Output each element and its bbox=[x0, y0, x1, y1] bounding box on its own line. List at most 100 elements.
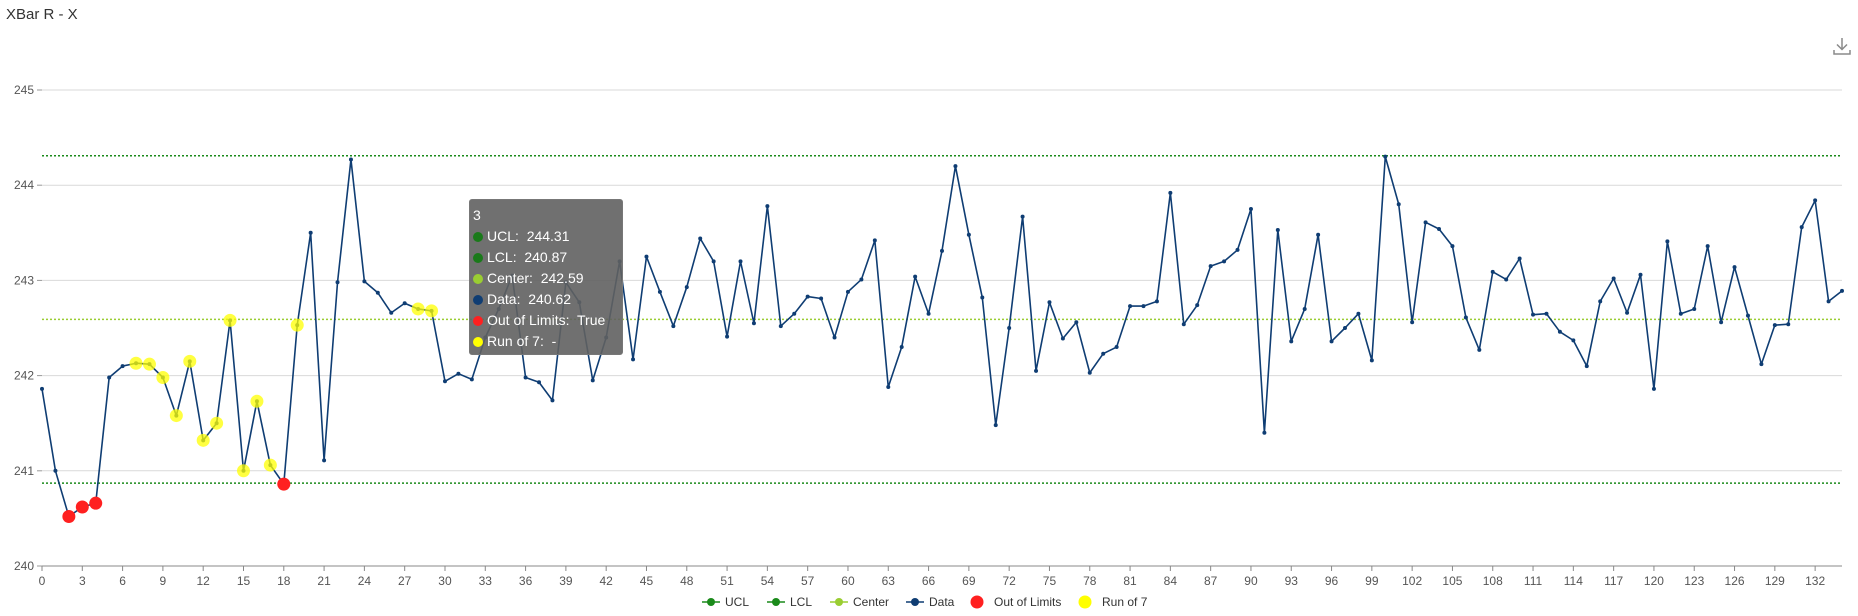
data-point bbox=[1060, 336, 1065, 341]
data-point bbox=[913, 274, 918, 279]
legend-swatch-dot bbox=[835, 598, 843, 606]
x-tick-label: 57 bbox=[801, 574, 815, 588]
x-tick-label: 120 bbox=[1644, 574, 1664, 588]
data-point bbox=[1477, 347, 1482, 352]
data-point bbox=[1423, 220, 1428, 225]
x-tick-label: 54 bbox=[761, 574, 775, 588]
data-point bbox=[940, 248, 944, 253]
x-tick-label: 78 bbox=[1083, 574, 1097, 588]
data-point bbox=[1772, 323, 1777, 328]
x-tick-label: 72 bbox=[1002, 574, 1016, 588]
data-point bbox=[765, 204, 770, 209]
data-point bbox=[1504, 277, 1509, 282]
data-point bbox=[1208, 264, 1213, 269]
legend-label: Center bbox=[853, 595, 889, 609]
data-point bbox=[53, 468, 58, 473]
data-point bbox=[1168, 190, 1173, 195]
legend-item-out-of-limits[interactable]: Out of Limits bbox=[970, 595, 1062, 609]
data-point bbox=[1692, 306, 1697, 311]
data-point bbox=[402, 301, 407, 306]
tooltip-dot-ucl bbox=[473, 232, 483, 242]
x-tick-label: 30 bbox=[438, 574, 452, 588]
legend-label: Run of 7 bbox=[1102, 595, 1148, 609]
data-point bbox=[1598, 299, 1603, 304]
data-point bbox=[375, 290, 380, 295]
data-point bbox=[1557, 329, 1562, 334]
data-point bbox=[40, 386, 44, 391]
data-point bbox=[322, 458, 327, 463]
legend-item-center[interactable]: Center bbox=[830, 595, 889, 609]
data-point bbox=[1786, 322, 1791, 327]
tooltip-label: LCL bbox=[487, 249, 513, 265]
x-tick-label: 63 bbox=[882, 574, 896, 588]
run-of-7-marker bbox=[142, 357, 156, 371]
data-point bbox=[1840, 288, 1844, 293]
tooltip-title: 3 bbox=[473, 207, 481, 223]
x-tick-label: 126 bbox=[1725, 574, 1745, 588]
legend-label: LCL bbox=[790, 595, 812, 609]
y-tick-label: 245 bbox=[14, 83, 34, 97]
legend-item-ucl[interactable]: UCL bbox=[702, 595, 749, 609]
data-point bbox=[335, 280, 340, 285]
limit-layer bbox=[42, 154, 1842, 484]
tooltip-row-ucl: UCL: 244.31 bbox=[473, 226, 622, 247]
grid-layer bbox=[42, 89, 1842, 472]
data-point bbox=[348, 157, 353, 162]
data-point bbox=[1799, 225, 1804, 230]
data-point bbox=[1463, 315, 1468, 320]
x-tick-label: 84 bbox=[1164, 574, 1178, 588]
tooltip-dot-out-of-limits bbox=[473, 316, 483, 326]
download-icon[interactable] bbox=[1832, 36, 1852, 56]
legend[interactable]: UCL LCL Center Data Out of Limits Run of 7 bbox=[702, 595, 1148, 609]
y-tick-label: 241 bbox=[14, 464, 34, 478]
tooltip-dot-run-of-7 bbox=[473, 337, 483, 347]
run-of-7-marker bbox=[196, 433, 210, 447]
run-of-7-marker bbox=[129, 356, 143, 370]
data-point bbox=[1396, 202, 1401, 207]
data-point bbox=[805, 294, 810, 299]
run-of-7-marker bbox=[183, 354, 197, 368]
data-point bbox=[1074, 320, 1079, 325]
data-point bbox=[1678, 311, 1683, 316]
data-point bbox=[308, 230, 313, 235]
run-of-7-marker bbox=[223, 313, 237, 327]
data-point bbox=[1826, 299, 1831, 304]
legend-swatch-dot bbox=[911, 598, 919, 606]
run-of-7-marker bbox=[156, 371, 170, 385]
data-point bbox=[725, 334, 730, 339]
data-point bbox=[832, 335, 837, 340]
data-point bbox=[1356, 311, 1361, 316]
legend-item-run-of-7[interactable]: Run of 7 bbox=[1078, 595, 1148, 609]
data-point bbox=[1732, 265, 1737, 270]
tooltip-label: Out of Limits bbox=[487, 312, 566, 328]
data-point bbox=[1128, 304, 1133, 309]
data-point bbox=[684, 285, 689, 290]
x-tick-label: 6 bbox=[119, 574, 126, 588]
data-point bbox=[1369, 358, 1374, 363]
x-tick-label: 117 bbox=[1604, 574, 1623, 588]
x-tick-label: 105 bbox=[1442, 574, 1462, 588]
data-point bbox=[819, 296, 824, 301]
tooltip-value: - bbox=[551, 333, 557, 349]
y-tick-label: 244 bbox=[14, 178, 34, 192]
x-tick-label: 129 bbox=[1765, 574, 1785, 588]
data-point bbox=[886, 385, 891, 390]
x-tick-label: 123 bbox=[1684, 574, 1704, 588]
run-of-7-marker bbox=[169, 409, 183, 423]
data-point bbox=[993, 423, 998, 428]
data-point bbox=[859, 277, 864, 282]
y-tick-label: 243 bbox=[14, 273, 34, 287]
data-point bbox=[1181, 322, 1186, 327]
tooltip-label: Center bbox=[487, 270, 530, 286]
legend-item-data[interactable]: Data bbox=[906, 595, 955, 609]
data-point bbox=[1745, 313, 1750, 318]
tooltip-value: True bbox=[577, 312, 606, 328]
data-point bbox=[442, 379, 447, 384]
data-point bbox=[1195, 303, 1200, 308]
tooltip-label: UCL bbox=[487, 228, 516, 244]
tooltip-value: 240.62 bbox=[528, 291, 572, 307]
legend-label: Data bbox=[929, 595, 955, 609]
data-point bbox=[1383, 154, 1388, 159]
legend-item-lcl[interactable]: LCL bbox=[767, 595, 812, 609]
run-of-7-marker bbox=[411, 302, 425, 316]
